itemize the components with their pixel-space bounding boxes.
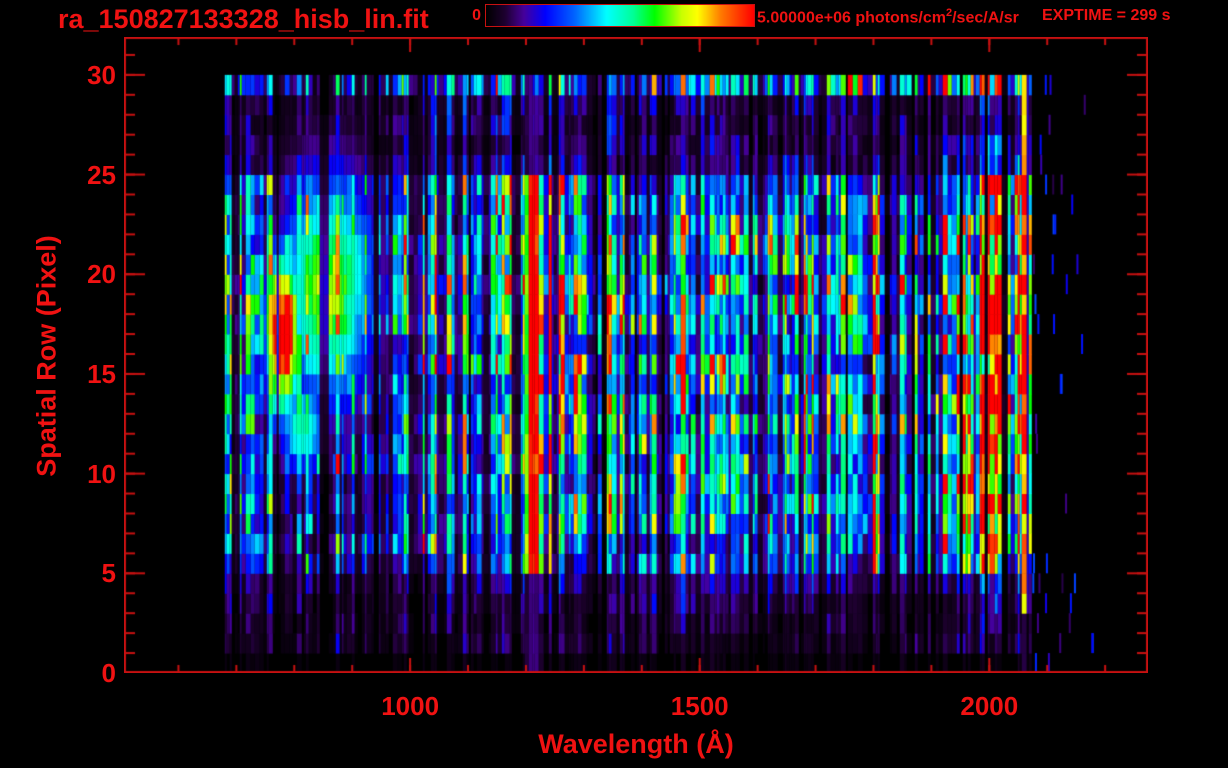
spectrogram-plot bbox=[124, 37, 1148, 673]
y-tick-label: 20 bbox=[87, 259, 116, 290]
y-axis-title: Spatial Row (Pixel) bbox=[31, 235, 62, 477]
x-axis-title: Wavelength (Å) bbox=[538, 729, 734, 759]
x-tick-label: 2000 bbox=[960, 691, 1019, 721]
colorbar-max-label: 5.00000e+06 photons/cm2/sec/A/sr bbox=[757, 7, 1019, 27]
colorbar-units-suffix: /sec/A/sr bbox=[952, 9, 1019, 27]
y-tick-label: 30 bbox=[87, 59, 116, 90]
colorbar-units-prefix: photons/cm bbox=[850, 9, 946, 27]
colorbar-max-value: 5.00000e+06 bbox=[757, 9, 851, 27]
exptime-label: EXPTIME = 299 s bbox=[1042, 7, 1171, 24]
y-tick-label: 5 bbox=[101, 558, 116, 589]
colorbar-units-superscript: 2 bbox=[945, 7, 953, 19]
y-tick-label: 25 bbox=[87, 159, 116, 190]
x-tick-label: 1000 bbox=[381, 691, 440, 721]
y-tick-label: 0 bbox=[101, 658, 116, 688]
x-tick-label: 1500 bbox=[670, 691, 729, 721]
y-tick-label: 15 bbox=[87, 358, 116, 389]
colorbar-gradient bbox=[485, 4, 755, 27]
y-tick-label: 10 bbox=[87, 458, 116, 489]
file-title: ra_150827133328_hisb_lin.fit bbox=[58, 4, 429, 34]
colorbar-min-label: 0 bbox=[472, 7, 481, 24]
